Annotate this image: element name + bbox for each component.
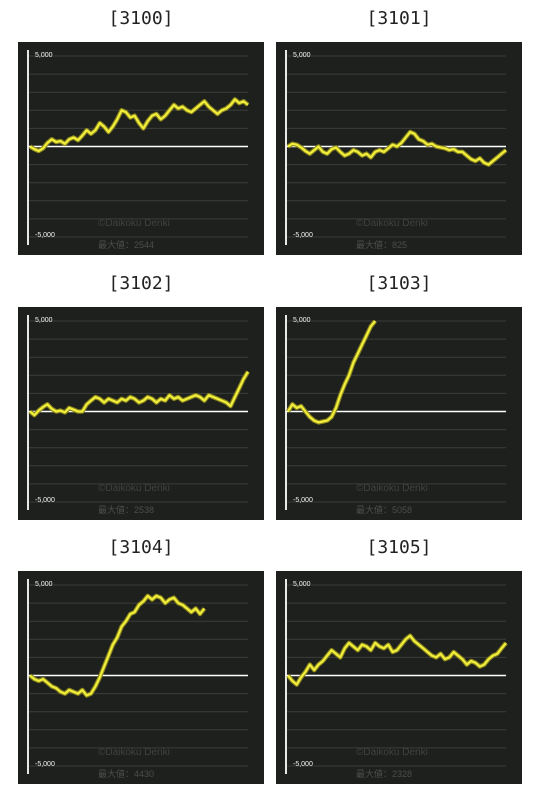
peak-value-label: 最大値：2544: [98, 240, 155, 250]
peak-value-label: 最大値：2328: [356, 769, 413, 779]
watermark: ©Daikoku Denki: [356, 747, 428, 758]
chart-panel: 5,000 -5,000 ©Daikoku Denki 最大値：825: [276, 42, 522, 255]
chart-svg: 5,000 -5,000: [27, 579, 248, 774]
y-tick-label: -5,000: [293, 761, 313, 768]
series-line: [287, 130, 507, 166]
watermark: ©Daikoku Denki: [356, 218, 428, 229]
chart-svg: 5,000 -5,000: [27, 315, 250, 510]
series-line: [29, 594, 206, 697]
watermark: ©Daikoku Denki: [98, 483, 170, 494]
chart-title: [3103]: [366, 273, 432, 294]
y-tick-label: 5,000: [35, 52, 53, 59]
y-tick-label: 5,000: [293, 52, 311, 59]
peak-value-label: 最大値：2538: [98, 505, 155, 515]
chart-svg: 5,000 -5,000: [285, 315, 506, 510]
chart-svg: 5,000 -5,000: [27, 50, 250, 245]
y-tick-label: 5,000: [35, 317, 53, 324]
chart-panel: 5,000 -5,000 ©Daikoku Denki 最大値：2328: [276, 571, 522, 784]
chart-panel: 5,000 -5,000 ©Daikoku Denki 最大値：2538: [18, 307, 264, 520]
chart-title: [3104]: [108, 537, 174, 558]
y-tick-label: 5,000: [293, 317, 311, 324]
chart-panel: 5,000 -5,000 ©Daikoku Denki 最大値：4430: [18, 571, 264, 784]
y-tick-label: 5,000: [35, 581, 53, 588]
series-line: [29, 98, 249, 153]
chart-title: [3101]: [366, 8, 432, 29]
chart-title: [3105]: [366, 537, 432, 558]
watermark: ©Daikoku Denki: [98, 747, 170, 758]
y-tick-label: -5,000: [35, 497, 55, 504]
peak-value-label: 最大値：5058: [356, 505, 413, 515]
chart-title: [3100]: [108, 8, 174, 29]
y-tick-label: -5,000: [35, 232, 55, 239]
series-line-shadow: [286, 633, 508, 687]
watermark: ©Daikoku Denki: [98, 218, 170, 229]
y-tick-label: -5,000: [35, 761, 55, 768]
series-line: [287, 320, 377, 424]
series-line-shadow: [28, 593, 207, 698]
peak-value-label: 最大値：4430: [98, 769, 155, 779]
chart-title: [3102]: [108, 273, 174, 294]
chart-panel: 5,000 -5,000 ©Daikoku Denki 最大値：2544: [18, 42, 264, 255]
chart-panel: 5,000 -5,000 ©Daikoku Denki 最大値：5058: [276, 307, 522, 520]
peak-value-label: 最大値：825: [356, 240, 408, 250]
series-line: [29, 371, 249, 417]
y-tick-label: -5,000: [293, 232, 313, 239]
watermark: ©Daikoku Denki: [356, 483, 428, 494]
y-tick-label: -5,000: [293, 497, 313, 504]
series-line: [287, 634, 507, 686]
chart-svg: 5,000 -5,000: [285, 50, 508, 245]
chart-svg: 5,000 -5,000: [285, 579, 508, 774]
y-tick-label: 5,000: [293, 581, 311, 588]
